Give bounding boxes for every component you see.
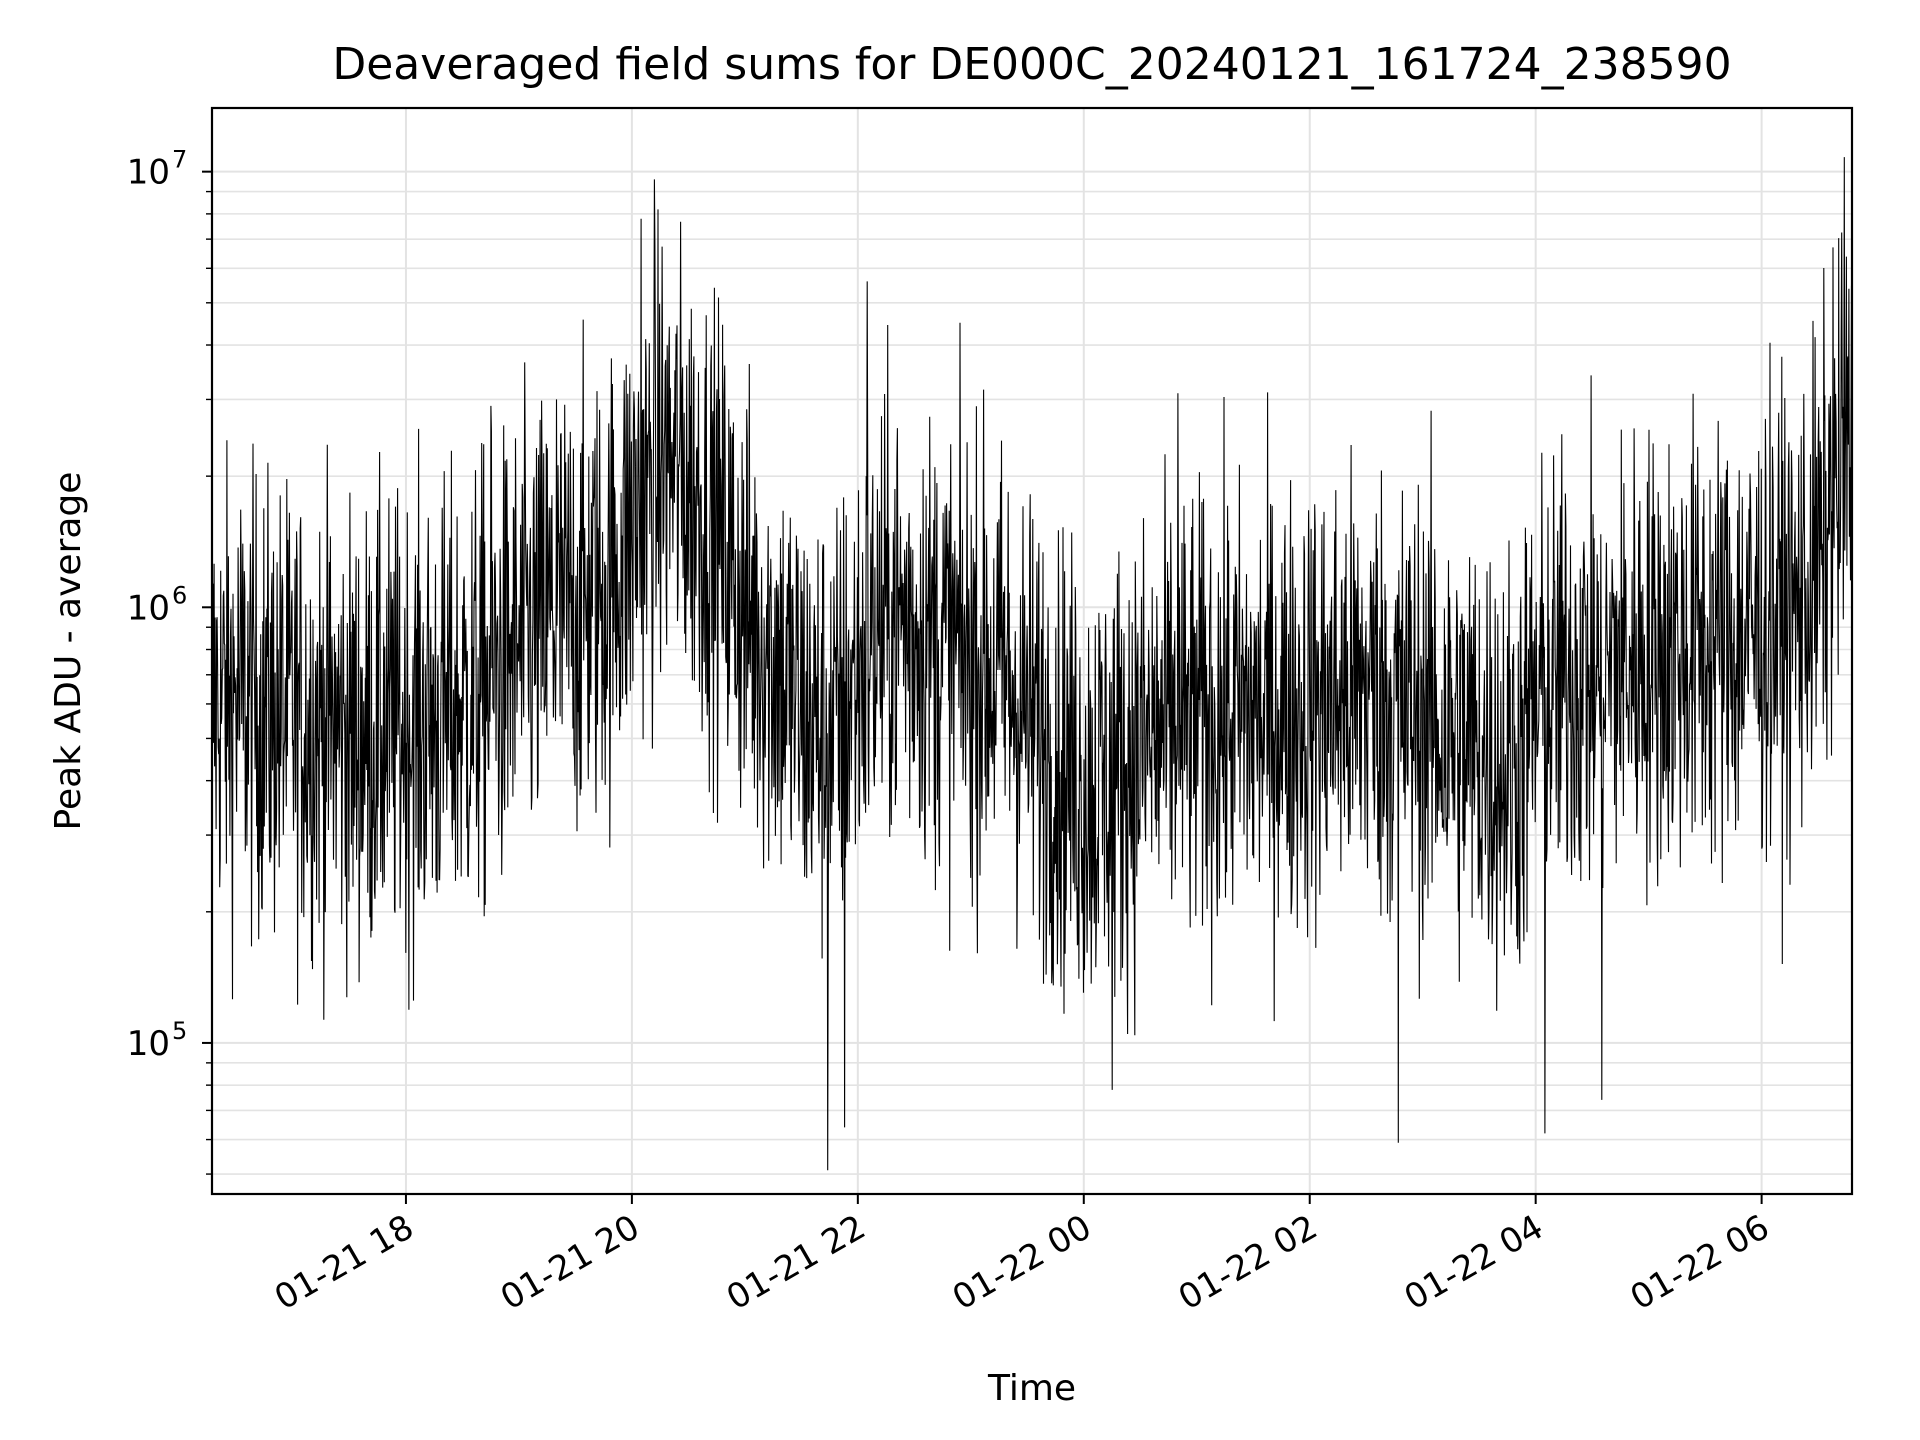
x-tick-label: 01-21 18 bbox=[268, 1207, 420, 1318]
x-ticks: 01-21 18 01-21 20 01-21 22 01-22 00 01-22 02… bbox=[268, 1194, 1776, 1318]
axes-frame bbox=[210, 106, 1854, 1196]
y-tick-exponent: 6 bbox=[172, 581, 187, 609]
y-axis-label: Peak ADU - average bbox=[48, 472, 89, 831]
y-tick-exponent: 5 bbox=[172, 1017, 187, 1045]
x-tick-label: 01-21 20 bbox=[494, 1207, 646, 1318]
x-tick-label: 01-22 02 bbox=[1172, 1207, 1324, 1318]
y-tick-label: 10 bbox=[127, 588, 170, 628]
series-line bbox=[211, 157, 1853, 1171]
x-tick-label: 01-22 00 bbox=[946, 1207, 1098, 1318]
x-tick-label: 01-21 22 bbox=[720, 1207, 872, 1318]
y-tick-label: 10 bbox=[127, 153, 170, 193]
plot-area bbox=[211, 157, 1853, 1171]
y-tick-label: 10 bbox=[127, 1024, 170, 1064]
chart-title: Deaveraged field sums for DE000C_2024012… bbox=[332, 39, 1731, 90]
y-tick-exponent: 7 bbox=[172, 146, 187, 174]
x-tick-label: 01-22 04 bbox=[1398, 1207, 1550, 1318]
x-axis-label: Time bbox=[987, 1368, 1076, 1409]
x-tick-label: 01-22 06 bbox=[1624, 1207, 1776, 1318]
